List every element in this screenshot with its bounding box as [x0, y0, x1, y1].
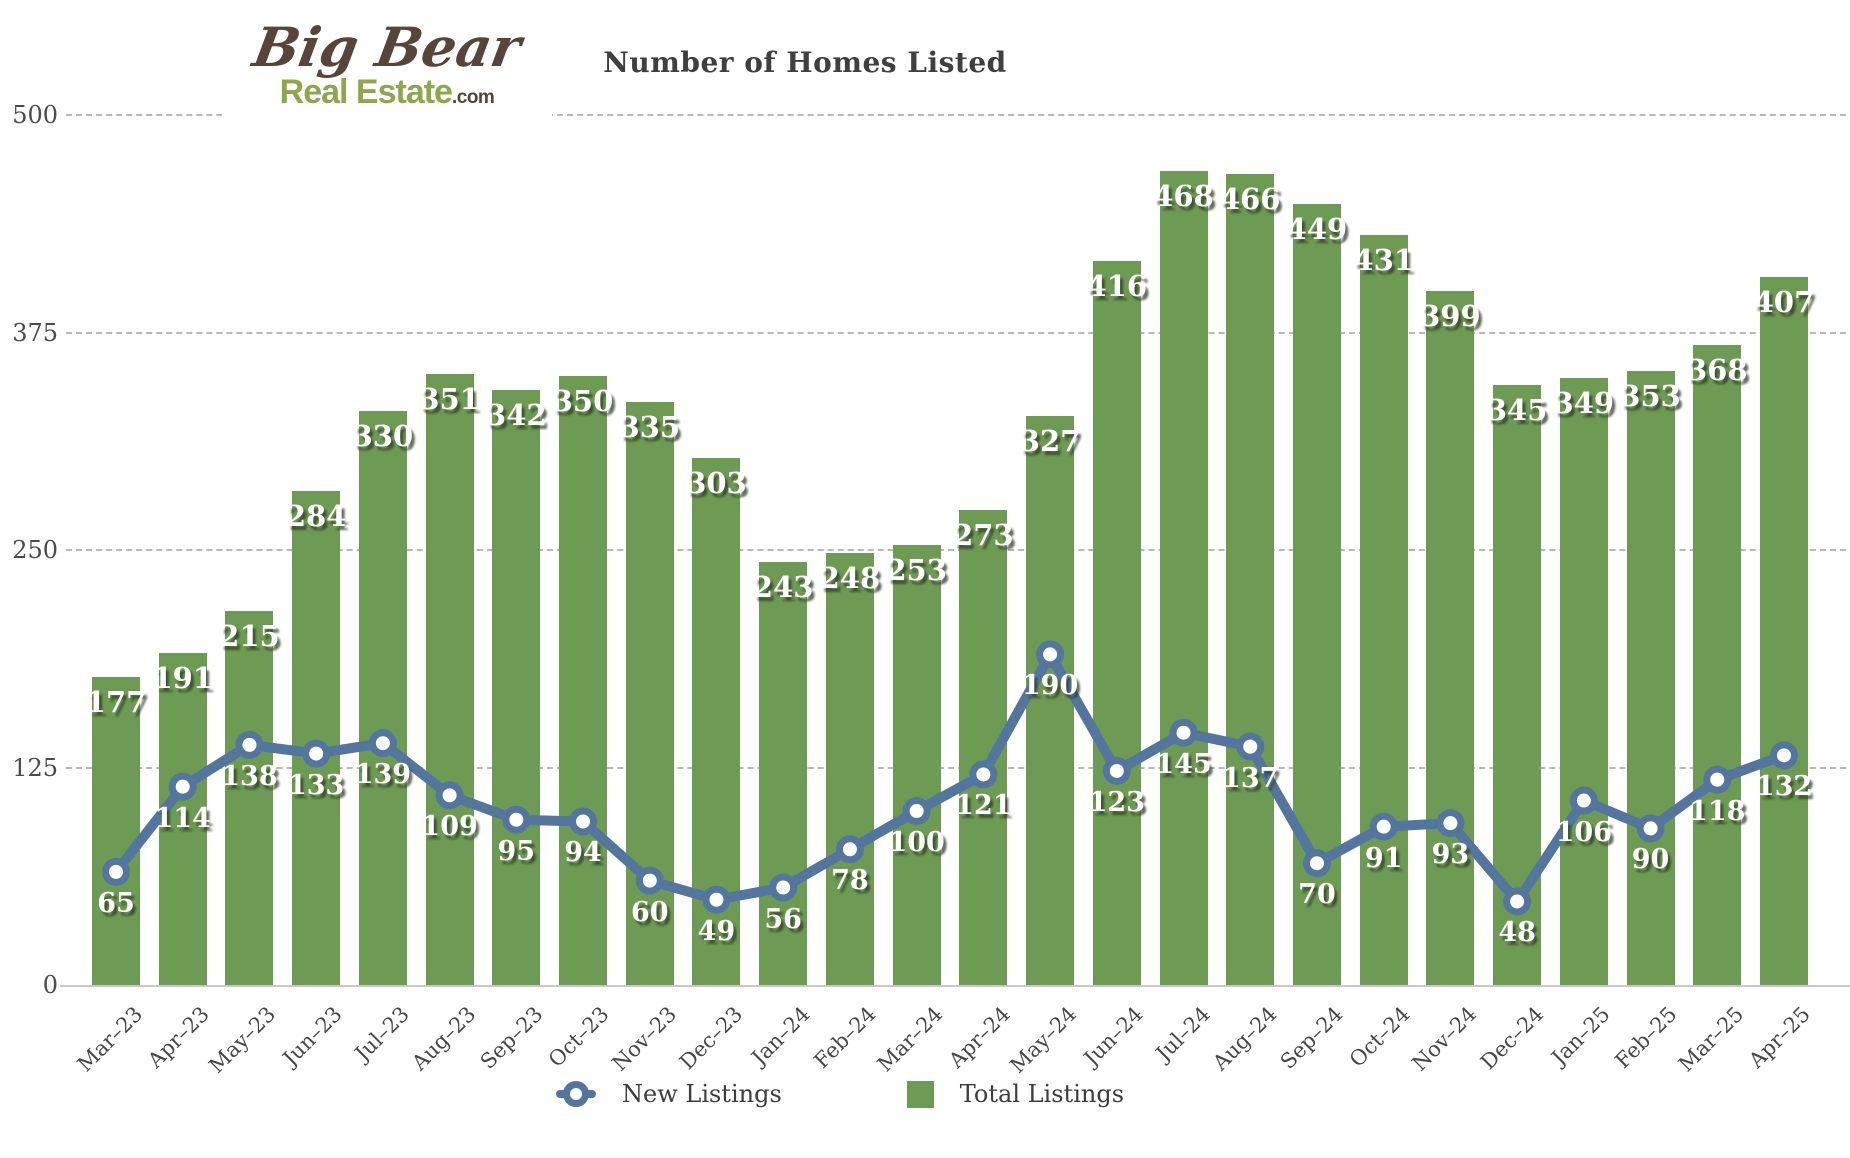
bar-value-label: 215 [219, 618, 280, 653]
bar-value-label: 303 [686, 465, 747, 500]
bar-value-label: 407 [1753, 284, 1815, 319]
bar-value-label: 350 [552, 384, 614, 418]
legend-item-total-listings: Total Listings [906, 1080, 1125, 1108]
total-listings-bar [492, 389, 541, 985]
y-axis-tick-0: 0 [42, 971, 58, 999]
bar-value-label: 342 [486, 397, 547, 432]
bar-value-label: 330 [352, 418, 414, 453]
bar-value-label: 327 [1019, 424, 1081, 459]
legend-item-new-listings: New Listings [556, 1080, 782, 1108]
bar-value-label: 273 [953, 517, 1014, 552]
bar-value-label: 449 [1286, 211, 1348, 246]
y-axis-tick-375: 375 [12, 318, 58, 347]
line-value-label: 145 [1155, 748, 1212, 780]
total-listings-bar [1426, 290, 1475, 985]
legend-label-total-listings: Total Listings [959, 1080, 1125, 1108]
line-value-label: 94 [564, 837, 602, 869]
total-listings-bar [825, 553, 874, 985]
line-value-label: 139 [354, 759, 412, 791]
total-listings-bar [759, 562, 808, 985]
total-listings-bar [1626, 370, 1675, 985]
line-value-label: 121 [955, 790, 1012, 822]
line-value-label: 137 [1222, 762, 1279, 794]
total-listings-bar [1226, 174, 1275, 985]
y-axis-tick-125: 125 [12, 753, 58, 782]
bar-value-label: 466 [1219, 182, 1281, 217]
bar-value-label: 345 [1486, 392, 1548, 427]
total-listings-bar [92, 677, 140, 985]
gridline-375 [66, 331, 1846, 334]
chart-title: Number of Homes Listed [603, 46, 1007, 79]
line-value-label: 133 [287, 769, 345, 801]
bar-value-label: 248 [819, 561, 881, 596]
line-value-label: 65 [97, 887, 135, 919]
bar-value-label: 177 [85, 685, 147, 720]
total-listings-bar [1026, 416, 1075, 985]
total-listings-bar [358, 410, 407, 985]
logo-script-text: Big Bear [248, 15, 526, 79]
gridline-250 [66, 549, 1846, 551]
bar-value-label: 468 [1153, 178, 1214, 213]
line-value-label: 123 [1088, 786, 1145, 818]
line-value-label: 190 [1021, 670, 1079, 702]
bar-value-label: 416 [1086, 269, 1148, 304]
bar-value-label: 253 [886, 552, 947, 587]
logo-realestate-text: Real Estate.com [279, 73, 495, 112]
bar-value-label: 284 [285, 498, 347, 533]
line-value-label: 109 [421, 811, 478, 843]
y-axis-tick-250: 250 [12, 536, 58, 564]
line-value-label: 118 [1689, 795, 1746, 827]
line-value-label: 95 [497, 835, 536, 867]
line-value-label: 106 [1555, 816, 1613, 848]
total-listings-bar [225, 610, 274, 985]
total-listings-bar [158, 652, 207, 985]
line-value-label: 56 [764, 903, 802, 935]
line-value-label: 93 [1431, 839, 1470, 871]
bar-value-label: 243 [752, 570, 814, 605]
big-bear-real-estate-logo: Big Bear Real Estate.com [222, 15, 552, 132]
total-listings-bar [1693, 344, 1742, 985]
bar-value-label: 399 [1420, 298, 1481, 333]
total-listings-bar [1359, 235, 1408, 985]
bar-value-label: 351 [419, 382, 480, 417]
bar-value-label: 349 [1553, 385, 1615, 420]
total-listings-bar [1760, 276, 1808, 985]
line-value-label: 48 [1498, 917, 1536, 949]
line-value-label: 49 [697, 915, 736, 947]
bar-value-label: 335 [619, 410, 681, 445]
total-listings-bar [1092, 261, 1141, 985]
total-listings-bar [559, 376, 608, 985]
legend-label-new-listings: New Listings [622, 1080, 782, 1108]
line-value-label: 70 [1298, 879, 1336, 911]
line-marker-icon [556, 1080, 596, 1108]
line-value-label: 100 [888, 827, 945, 858]
line-value-label: 91 [1364, 842, 1403, 874]
logo-dotcom-text: .com [451, 87, 495, 109]
bar-value-label: 353 [1620, 378, 1681, 413]
total-listings-bar [425, 374, 474, 985]
x-axis-line [60, 985, 1850, 987]
bar-value-label: 368 [1686, 352, 1748, 387]
bar-swatch-icon [906, 1080, 934, 1108]
line-value-label: 114 [154, 802, 211, 834]
gridline-500 [66, 114, 1846, 116]
line-value-label: 78 [831, 865, 869, 897]
line-value-label: 132 [1755, 771, 1813, 803]
line-value-label: 90 [1631, 844, 1670, 876]
gridline-125 [66, 766, 1846, 769]
y-axis-tick-500: 500 [12, 101, 58, 129]
total-listings-bar [292, 490, 341, 985]
legend: New Listings Total Listings [556, 1080, 1124, 1108]
line-value-label: 60 [630, 896, 669, 928]
total-listings-bar [892, 544, 941, 985]
bar-value-label: 191 [152, 660, 213, 695]
line-value-label: 138 [221, 760, 278, 792]
total-listings-bar [1559, 377, 1608, 985]
bar-value-label: 431 [1353, 243, 1414, 278]
total-listings-bar [1159, 170, 1208, 985]
